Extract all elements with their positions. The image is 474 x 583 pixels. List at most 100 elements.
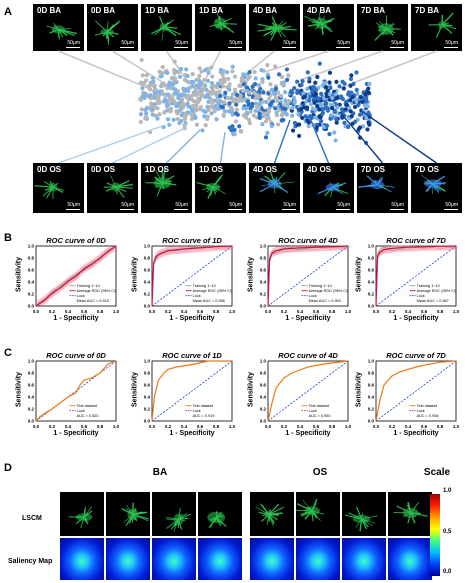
embedding-point [267, 96, 272, 101]
embedding-point [299, 88, 304, 93]
embedding-point [226, 76, 231, 81]
legend-entry: Test dataset [193, 404, 214, 408]
embedding-point [317, 114, 322, 119]
embedding-point [239, 129, 244, 134]
embedding-point [247, 70, 252, 75]
embedding-point [327, 92, 332, 97]
plot-frame [35, 360, 117, 422]
chart-title: ROC curve of 0D [46, 236, 106, 245]
embedding-point [329, 106, 335, 111]
embedding-point [151, 83, 157, 88]
embedding-point [200, 128, 205, 133]
embedding-point [247, 74, 252, 79]
embedding-point [197, 73, 202, 79]
scale-bar-label: 50μm [67, 202, 80, 208]
plot-frame [375, 360, 457, 422]
embedding-point [310, 106, 316, 111]
y-tick-label: 1.0 [28, 244, 35, 249]
embedding-point [143, 114, 149, 119]
saliency-tile [198, 538, 242, 580]
embedding-point [288, 90, 294, 95]
roc-chart: ROC curve of 0D 0.0 0.0 0.2 0.2 0.4 0.4 0.6 0.6 0… [14, 236, 122, 336]
legend-entry: Training 1~10 [193, 284, 216, 288]
panel-c-label: C [4, 347, 12, 359]
scale-bar [336, 209, 350, 210]
x-tick-label: 1.0 [229, 424, 236, 429]
training-line [151, 245, 232, 307]
legend-entry: Luck [193, 409, 201, 413]
y-tick-label: 0.6 [28, 268, 35, 273]
embedding-point [186, 104, 191, 109]
scale-bar-label: 50μm [391, 40, 404, 46]
embedding-point [266, 91, 271, 96]
embedding-point [334, 117, 339, 122]
embedding-point [333, 92, 338, 97]
lscm-tile [106, 492, 150, 536]
embedding-point [349, 114, 354, 119]
y-axis-label: Sensitivity [355, 372, 363, 408]
chart-title: ROC curve of 1D [162, 236, 222, 245]
embedding-point [292, 120, 298, 126]
x-axis-label: 1 - Specificity [393, 430, 439, 437]
embedding-point [166, 92, 171, 97]
embedding-point [241, 113, 246, 118]
embedding-point [307, 98, 312, 103]
os-tile: 0D OS 50μm [33, 163, 84, 213]
scale-bar-label: 50μm [283, 202, 296, 208]
embedding-point [340, 79, 345, 84]
luck-line [151, 245, 233, 307]
embedding-point [313, 115, 318, 120]
embedding-point [237, 124, 242, 129]
embedding-point [202, 114, 207, 119]
scale-bar-label: 50μm [445, 40, 458, 46]
embedding-point [141, 93, 146, 99]
saliency-tile [106, 538, 150, 580]
embedding-point [253, 81, 258, 87]
embedding-point [310, 88, 315, 93]
embedding-point [216, 97, 221, 102]
embedding-point [144, 111, 149, 116]
embedding-point [157, 89, 163, 94]
scale-bar-label: 50μm [337, 202, 350, 208]
embedding-point [303, 114, 308, 119]
y-tick-label: 0.0 [368, 304, 375, 309]
embedding-point [367, 122, 372, 127]
embedding-point [363, 92, 368, 97]
embedding-point [189, 108, 195, 113]
embedding-point [156, 100, 161, 106]
embedding-point [199, 69, 204, 74]
embedding-point [140, 86, 145, 91]
y-tick-label: 0.4 [28, 280, 35, 285]
embedding-point [290, 105, 295, 111]
embedding-point [277, 72, 282, 77]
y-axis-label: Sensitivity [15, 257, 23, 293]
embedding-point [237, 98, 242, 104]
ba-tile: 1D BA 50μm [141, 4, 192, 51]
embedding-point [324, 101, 329, 106]
embedding-point [244, 88, 250, 93]
embedding-point [356, 126, 361, 132]
y-tick-label: 0.4 [28, 395, 35, 400]
scale-bar-label: 50μm [121, 40, 134, 46]
embedding-point [285, 77, 290, 82]
embedding-point [260, 99, 266, 104]
ba-tile: 7D BA 50μm [357, 4, 408, 51]
embedding-point [316, 96, 322, 102]
embedding-point [341, 86, 346, 91]
lscm-tile [296, 492, 340, 536]
embedding-point [150, 112, 155, 117]
embedding-point [265, 62, 270, 68]
embedding-point [150, 75, 155, 81]
embedding-point [276, 122, 281, 127]
embedding-point [273, 64, 278, 69]
embedding-point [308, 102, 314, 107]
embedding-point [151, 79, 156, 84]
embedding-point [282, 90, 288, 95]
y-tick-label: 0.6 [260, 268, 267, 273]
x-tick-label: 0.6 [81, 424, 88, 429]
y-tick-label: 0.2 [260, 292, 267, 297]
y-tick-label: 1.0 [260, 359, 267, 364]
ci-band [268, 246, 348, 306]
test-roc-line [267, 360, 349, 422]
scale-bar [282, 209, 296, 210]
